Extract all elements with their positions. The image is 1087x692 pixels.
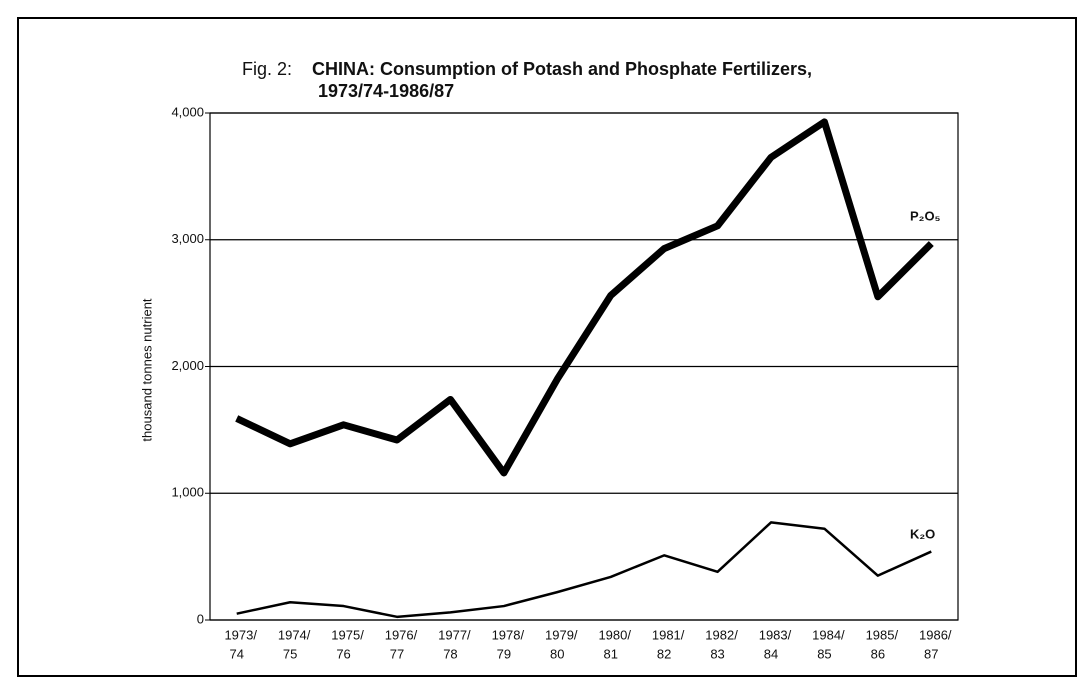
- x-tick-label: 84: [764, 646, 778, 661]
- x-tick-label: 75: [283, 646, 297, 661]
- y-axis-label: thousand tonnes nutrient: [139, 298, 154, 441]
- x-tick-label: 1979/: [545, 627, 578, 642]
- x-tick-label: 1986/: [919, 627, 952, 642]
- y-tick-label: 2,000: [171, 358, 204, 373]
- figure-label: Fig. 2:: [242, 59, 292, 79]
- x-tick-label: 1973/: [224, 627, 257, 642]
- x-tick-label: 1975/: [331, 627, 364, 642]
- x-tick-label: 79: [497, 646, 511, 661]
- y-tick-label: 1,000: [171, 485, 204, 500]
- x-tick-label: 1976/: [385, 627, 418, 642]
- chart-title: CHINA: Consumption of Potash and Phospha…: [312, 59, 812, 79]
- chart-title: 1973/74-1986/87: [318, 81, 454, 101]
- x-tick-label: 86: [871, 646, 885, 661]
- x-tick-label: 1984/: [812, 627, 845, 642]
- x-tick-label: 87: [924, 646, 938, 661]
- x-tick-label: 1983/: [759, 627, 792, 642]
- frame: [17, 17, 1077, 677]
- series-line: [235, 118, 934, 477]
- x-tick-label: 83: [710, 646, 724, 661]
- x-tick-label: 74: [229, 646, 243, 661]
- y-tick-label: 0: [197, 611, 204, 626]
- x-tick-label: 1985/: [866, 627, 899, 642]
- x-tick-label: 76: [336, 646, 350, 661]
- x-tick-label: 1974/: [278, 627, 311, 642]
- x-tick-label: 80: [550, 646, 564, 661]
- x-tick-label: 82: [657, 646, 671, 661]
- x-tick-label: 1980/: [598, 627, 631, 642]
- y-tick-label: 4,000: [171, 104, 204, 119]
- series-label: K₂O: [910, 526, 935, 541]
- x-tick-label: 1978/: [492, 627, 525, 642]
- x-tick-label: 1977/: [438, 627, 471, 642]
- series-line: [236, 521, 932, 619]
- x-tick-label: 1982/: [705, 627, 738, 642]
- x-tick-label: 1981/: [652, 627, 685, 642]
- plot-area: [209, 112, 959, 621]
- x-tick-label: 81: [603, 646, 617, 661]
- x-tick-label: 77: [390, 646, 404, 661]
- x-tick-label: 85: [817, 646, 831, 661]
- y-tick-label: 3,000: [171, 231, 204, 246]
- series-label: P₂O₅: [910, 208, 941, 223]
- x-tick-label: 78: [443, 646, 457, 661]
